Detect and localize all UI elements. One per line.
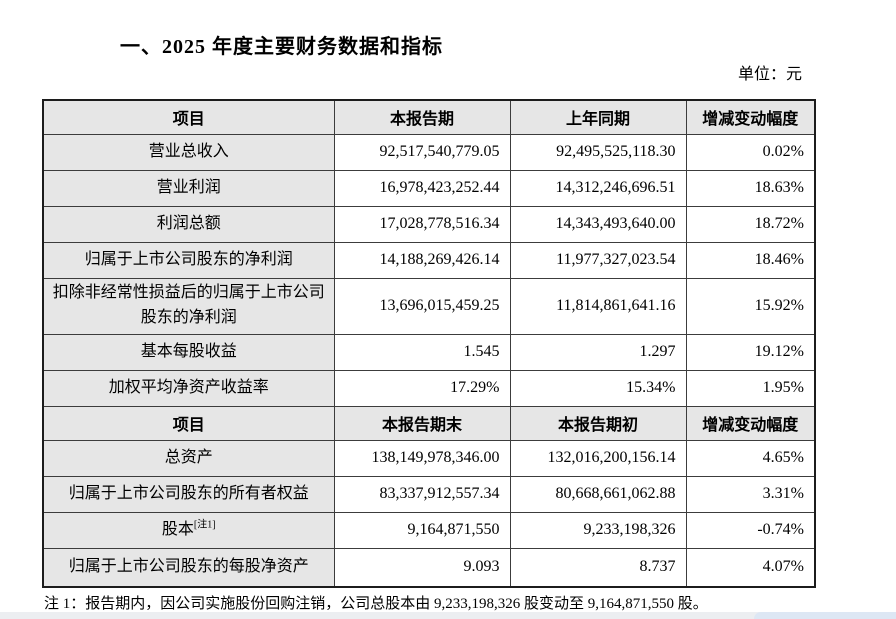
financial-data-table: 项目 本报告期 上年同期 增减变动幅度 营业总收入 92,517,540,779… — [42, 99, 816, 588]
row-label: 归属于上市公司股东的所有者权益 — [42, 475, 335, 513]
table-row-owners-equity-attributable: 归属于上市公司股东的所有者权益 83,337,912,557.34 80,668… — [42, 475, 816, 513]
header-prior-period: 上年同期 — [509, 99, 687, 135]
row-prior-value: 15.34% — [509, 369, 687, 407]
row-label: 营业利润 — [42, 169, 335, 207]
row-change-value: 19.12% — [685, 333, 816, 371]
footnote-reference: [注1] — [193, 519, 216, 531]
row-label: 归属于上市公司股东的每股净资产 — [42, 547, 335, 588]
row-current-value: 16,978,423,252.44 — [333, 169, 511, 207]
row-prior-value: 80,668,661,062.88 — [509, 475, 687, 513]
row-label: 总资产 — [42, 439, 335, 477]
table-row-share-capital: 股本[注1] 9,164,871,550 9,233,198,326 -0.74… — [42, 511, 816, 549]
row-prior-value: 14,312,246,696.51 — [509, 169, 687, 207]
table-row-net-profit-excl-nonrecurring: 扣除非经常性损益后的归属于上市公司股东的净利润 13,696,015,459.2… — [42, 277, 816, 335]
row-current-value: 92,517,540,779.05 — [333, 133, 511, 171]
table-row-net-profit-attributable: 归属于上市公司股东的净利润 14,188,269,426.14 11,977,3… — [42, 241, 816, 279]
row-current-value: 17,028,778,516.34 — [333, 205, 511, 243]
section1-header-row: 项目 本报告期 上年同期 增减变动幅度 — [42, 99, 816, 135]
row-change-value: 4.65% — [685, 439, 816, 477]
row-prior-value: 14,343,493,640.00 — [509, 205, 687, 243]
row-label: 股本[注1] — [42, 511, 335, 549]
row-prior-value: 132,016,200,156.14 — [509, 439, 687, 477]
row-change-value: 4.07% — [685, 547, 816, 588]
table-row-total-assets: 总资产 138,149,978,346.00 132,016,200,156.1… — [42, 439, 816, 477]
row-label: 加权平均净资产收益率 — [42, 369, 335, 407]
viewer-bottom-panel — [754, 612, 896, 619]
row-prior-value: 9,233,198,326 — [509, 511, 687, 549]
row-prior-value: 11,977,327,023.54 — [509, 241, 687, 279]
row-label: 归属于上市公司股东的净利润 — [42, 241, 335, 279]
row-prior-value: 8.737 — [509, 547, 687, 588]
row-current-value: 9,164,871,550 — [333, 511, 511, 549]
row-current-value: 83,337,912,557.34 — [333, 475, 511, 513]
table-row-net-assets-per-share: 归属于上市公司股东的每股净资产 9.093 8.737 4.07% — [42, 547, 816, 588]
row-change-value: 15.92% — [685, 277, 816, 335]
row-current-value: 138,149,978,346.00 — [333, 439, 511, 477]
row-current-value: 14,188,269,426.14 — [333, 241, 511, 279]
row-label: 扣除非经常性损益后的归属于上市公司股东的净利润 — [42, 277, 335, 335]
row-prior-value: 11,814,861,641.16 — [509, 277, 687, 335]
row-prior-value: 92,495,525,118.30 — [509, 133, 687, 171]
row-change-value: 0.02% — [685, 133, 816, 171]
row-change-value: 3.31% — [685, 475, 816, 513]
row-current-value: 13,696,015,459.25 — [333, 277, 511, 335]
viewer-bottom-strip — [0, 612, 896, 619]
share-capital-label: 股本 — [161, 520, 194, 538]
header-item: 项目 — [42, 405, 335, 441]
header-period-begin: 本报告期初 — [509, 405, 687, 441]
row-change-value: -0.74% — [685, 511, 816, 549]
page-title: 一、2025 年度主要财务数据和指标 — [120, 36, 443, 58]
row-current-value: 9.093 — [333, 547, 511, 588]
row-label: 利润总额 — [42, 205, 335, 243]
footnote-text: 注 1：报告期内，因公司实施股份回购注销，公司总股本由 9,233,198,32… — [44, 596, 708, 612]
header-change: 增减变动幅度 — [685, 405, 816, 441]
table-row-basic-eps: 基本每股收益 1.545 1.297 19.12% — [42, 333, 816, 371]
row-change-value: 18.63% — [685, 169, 816, 207]
header-current-period: 本报告期 — [333, 99, 511, 135]
row-change-value: 1.95% — [685, 369, 816, 407]
table-row-total-profit: 利润总额 17,028,778,516.34 14,343,493,640.00… — [42, 205, 816, 243]
header-period-end: 本报告期末 — [333, 405, 511, 441]
row-label: 营业总收入 — [42, 133, 335, 171]
table-row-total-revenue: 营业总收入 92,517,540,779.05 92,495,525,118.3… — [42, 133, 816, 171]
row-prior-value: 1.297 — [509, 333, 687, 371]
table-row-operating-profit: 营业利润 16,978,423,252.44 14,312,246,696.51… — [42, 169, 816, 207]
row-current-value: 17.29% — [333, 369, 511, 407]
table-row-weighted-avg-roe: 加权平均净资产收益率 17.29% 15.34% 1.95% — [42, 369, 816, 407]
row-change-value: 18.72% — [685, 205, 816, 243]
header-item: 项目 — [42, 99, 335, 135]
row-label: 基本每股收益 — [42, 333, 335, 371]
unit-label: 单位：元 — [737, 66, 802, 83]
row-change-value: 18.46% — [685, 241, 816, 279]
header-change: 增减变动幅度 — [685, 99, 816, 135]
section2-header-row: 项目 本报告期末 本报告期初 增减变动幅度 — [42, 405, 816, 441]
row-current-value: 1.545 — [333, 333, 511, 371]
